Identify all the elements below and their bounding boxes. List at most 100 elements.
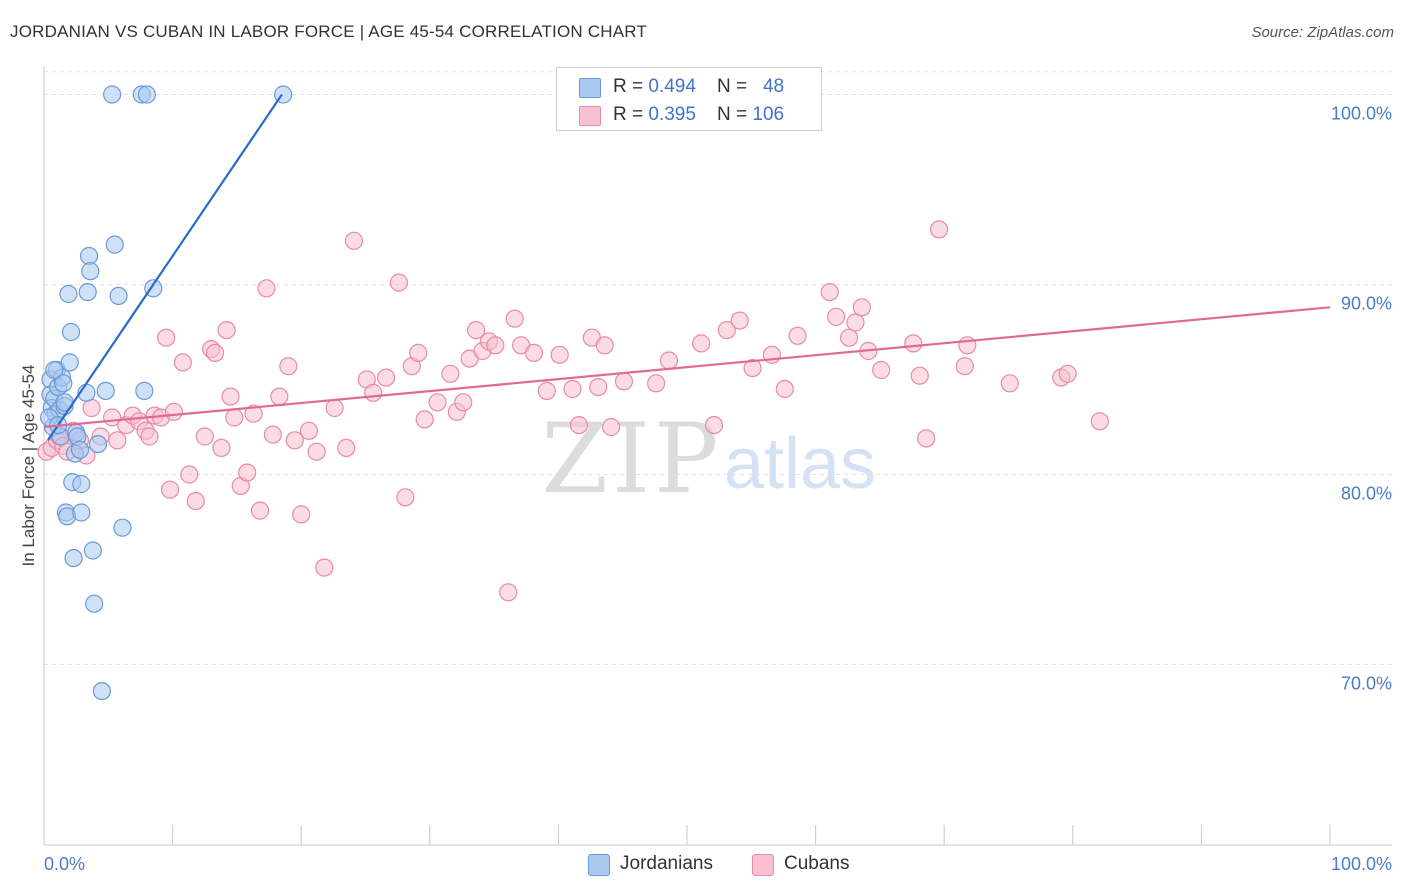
source-credit: Source: ZipAtlas.com xyxy=(1251,24,1394,41)
cubans-point xyxy=(415,410,434,429)
series-legend: Jordanians Cubans xyxy=(0,852,1406,880)
cubans-point xyxy=(285,431,304,450)
cubans-point xyxy=(279,357,298,376)
cubans-point xyxy=(376,368,396,387)
n-label: N = xyxy=(717,104,753,125)
cubans-point xyxy=(743,359,762,378)
y-tick-label: 90.0% xyxy=(1341,294,1392,314)
n-value: 106 xyxy=(752,104,785,125)
cubans-point xyxy=(140,427,159,446)
cubans-point xyxy=(409,343,428,362)
cubans-point xyxy=(958,336,977,355)
stats-legend: R = 0.494 N = 48 R = 0.395 N = 106 xyxy=(556,67,822,131)
y-axis-label: In Labor Force | Age 45-54 xyxy=(19,365,38,567)
cubans-point xyxy=(524,343,544,362)
trend-lines xyxy=(43,93,1331,441)
jordanians-point xyxy=(105,235,124,254)
jordanians-point xyxy=(137,85,156,104)
cubans-point xyxy=(292,505,311,524)
cubans-point xyxy=(364,383,383,402)
r-label: R = xyxy=(613,76,649,97)
legend-label: Cubans xyxy=(784,853,850,874)
jordanians-point xyxy=(59,284,78,304)
cubans-point xyxy=(692,334,711,353)
cubans-point xyxy=(315,558,334,577)
cubans-point xyxy=(225,408,244,427)
cubans-point xyxy=(257,279,276,298)
cubans-point xyxy=(428,393,447,412)
r-label: R = xyxy=(613,104,649,125)
cubans-point xyxy=(486,336,505,355)
jordanians-swatch xyxy=(579,78,601,98)
cubans-point xyxy=(441,364,460,383)
cubans-point xyxy=(602,417,621,437)
cubans-point xyxy=(846,313,865,332)
cubans-point xyxy=(563,379,582,399)
cubans-point xyxy=(270,387,289,406)
jordanians-point xyxy=(79,246,99,266)
cubans-point xyxy=(454,393,473,412)
cubans-point xyxy=(337,438,356,457)
cubans-point xyxy=(1090,412,1109,431)
cubans-point xyxy=(157,328,176,347)
n-label: N = xyxy=(717,76,753,97)
cubans-point xyxy=(325,398,344,418)
jordanians-point xyxy=(45,360,64,380)
cubans-point xyxy=(250,501,270,520)
cubans-point xyxy=(647,374,666,393)
cubans-point xyxy=(221,387,240,406)
cubans-point xyxy=(212,438,231,457)
jordanians-point xyxy=(72,503,91,522)
cubans-point xyxy=(499,583,518,602)
jordanians-point xyxy=(103,85,122,104)
axis-labels: 70.0% 80.0% 90.0% 100.0% 0.0% 100.0% In Labor … xyxy=(19,104,1392,875)
cubans-point xyxy=(839,328,859,347)
cubans-point xyxy=(389,273,409,292)
y-tick-label: 70.0% xyxy=(1341,674,1392,694)
jordanians-point xyxy=(60,353,79,372)
y-tick-label: 100.0% xyxy=(1331,104,1392,124)
cubans-point xyxy=(180,465,199,484)
cubans-point xyxy=(205,343,225,362)
cubans-point xyxy=(466,321,486,340)
watermark-atlas: atlas xyxy=(724,424,876,504)
jordanians-trend-line xyxy=(46,93,283,441)
y-tick-label: 80.0% xyxy=(1341,484,1392,504)
jordanians-point xyxy=(92,681,111,701)
x-tick-label: 0.0% xyxy=(44,854,85,874)
cubans-point xyxy=(704,416,724,435)
cubans-point xyxy=(955,357,974,376)
cubans-legend-swatch xyxy=(752,854,774,876)
x-tick-label: 100.0% xyxy=(1331,854,1392,874)
jordanians-point xyxy=(83,541,102,560)
cubans-point xyxy=(550,345,569,364)
jordanians-point xyxy=(64,548,83,568)
cubans-point xyxy=(307,442,326,461)
cubans-point xyxy=(717,321,736,340)
cubans-swatch xyxy=(579,106,601,126)
cubans-point xyxy=(872,360,891,380)
cubans-trend-line xyxy=(43,306,1331,429)
cubans-point xyxy=(788,326,807,345)
cubans-point xyxy=(396,488,415,507)
cubans-point xyxy=(344,231,364,250)
cubans-point xyxy=(820,283,839,302)
r-value: 0.395 xyxy=(648,104,696,125)
cubans-point xyxy=(299,421,319,440)
cubans-point xyxy=(595,336,614,355)
cubans-point xyxy=(659,351,679,370)
cubans-point xyxy=(108,431,127,450)
cubans-point xyxy=(505,309,524,328)
cubans-point xyxy=(569,416,589,435)
jordanians-point xyxy=(113,518,132,537)
cubans-point xyxy=(164,402,183,421)
cubans-point xyxy=(904,334,923,353)
cubans-point xyxy=(537,381,556,400)
jordanians-point xyxy=(61,322,81,342)
cubans-point xyxy=(217,321,236,340)
grid-lines xyxy=(44,71,1392,665)
chart-title: JORDANIAN VS CUBAN IN LABOR FORCE | AGE … xyxy=(10,22,648,41)
cubans-point xyxy=(614,372,634,391)
cubans-point xyxy=(82,398,101,418)
